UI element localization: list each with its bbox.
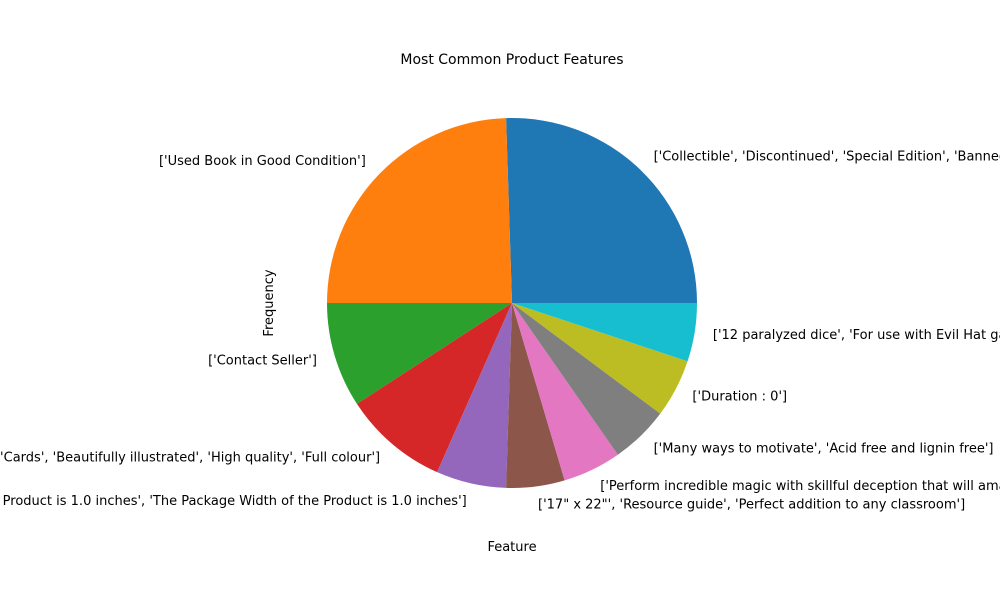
pie-slice-5	[506, 303, 565, 488]
pie-label-4: ['The Package Length of the Product is 1…	[0, 494, 467, 509]
chart-title: Most Common Product Features	[400, 52, 623, 68]
pie-label-2: ['Contact Seller']	[208, 353, 317, 368]
pie-label-5: ['17" x 22"', 'Resource guide', 'Perfect…	[538, 497, 965, 512]
pie-slice-4	[437, 303, 512, 488]
pie-slice-3	[356, 303, 512, 473]
x-axis-label: Feature	[487, 540, 536, 555]
pie-slices	[327, 118, 697, 488]
pie-label-6: ['Perform incredible magic with skillful…	[600, 479, 1000, 494]
pie-label-3: ['Cards', 'Beautifully illustrated', 'Hi…	[0, 450, 380, 465]
pie-slice-9	[512, 303, 697, 362]
pie-slice-7	[512, 303, 661, 455]
pie-labels: ['Collectible', 'Discontinued', 'Special…	[0, 149, 1000, 512]
pie-slice-1	[327, 118, 512, 303]
pie-slice-2	[327, 303, 512, 404]
pie-label-7: ['Many ways to motivate', 'Acid free and…	[654, 442, 994, 457]
pie-slice-0	[506, 118, 697, 304]
pie-label-1: ['Used Book in Good Condition']	[159, 154, 366, 169]
pie-label-8: ['Duration : 0']	[692, 390, 787, 405]
pie-slice-8	[512, 303, 688, 414]
pie-label-0: ['Collectible', 'Discontinued', 'Special…	[654, 149, 1000, 164]
pie-slice-6	[512, 303, 618, 481]
y-axis-label: Frequency	[262, 269, 277, 336]
pie-label-9: ['12 paralyzed dice', 'For use with Evil…	[713, 328, 1000, 343]
